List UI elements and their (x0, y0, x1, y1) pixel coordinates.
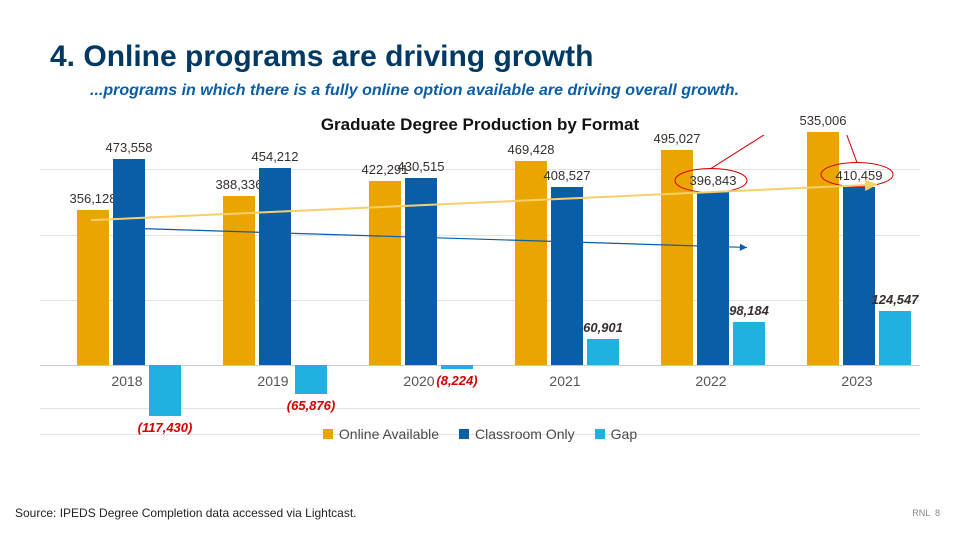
bar-online: 469,428 (515, 161, 547, 365)
footer-page: 8 (935, 508, 940, 518)
legend-online-label: Online Available (339, 426, 439, 442)
legend-gap: Gap (595, 426, 637, 442)
bar-classroom: 454,212 (259, 168, 291, 365)
year-label: 2021 (535, 373, 595, 389)
bar-classroom: 473,558 (113, 159, 145, 365)
legend: Online Available Classroom Only Gap (0, 426, 960, 442)
year-label: 2023 (827, 373, 887, 389)
year-label: 2020 (389, 373, 449, 389)
label-online: 535,006 (783, 113, 863, 128)
label-classroom: 430,515 (381, 159, 461, 174)
slide-subtitle: ...programs in which there is a fully on… (90, 82, 739, 100)
label-online: 469,428 (491, 142, 571, 157)
chart-area: 356,128473,558(117,430)2018388,336454,21… (40, 135, 920, 435)
bar-classroom: 410,459 (843, 187, 875, 365)
footer-brand: RNL (912, 508, 930, 518)
year-label: 2019 (243, 373, 303, 389)
label-gap-neg: (65,876) (271, 398, 351, 413)
swatch-gap (595, 429, 605, 439)
gridline (40, 235, 920, 236)
gridline (40, 300, 920, 301)
label-classroom: 473,558 (89, 140, 169, 155)
legend-classroom-label: Classroom Only (475, 426, 575, 442)
footer: RNL 8 (912, 508, 940, 518)
bar-online: 388,336 (223, 196, 255, 365)
bar-gap: 124,547 (879, 311, 911, 365)
label-classroom: 408,527 (527, 168, 607, 183)
label-classroom: 396,843 (673, 173, 753, 188)
swatch-online (323, 429, 333, 439)
label-gap-pos: 98,184 (709, 303, 789, 318)
slide-title: 4. Online programs are driving growth (50, 40, 593, 74)
label-gap-pos: 124,547 (855, 292, 935, 307)
year-label: 2022 (681, 373, 741, 389)
bar-gap: 60,901 (587, 339, 619, 365)
bar-online: 422,291 (369, 181, 401, 365)
label-gap-pos: 60,901 (563, 320, 643, 335)
bar-classroom: 396,843 (697, 192, 729, 365)
bar-online: 356,128 (77, 210, 109, 365)
bar-classroom: 430,515 (405, 178, 437, 365)
legend-classroom: Classroom Only (459, 426, 575, 442)
swatch-classroom (459, 429, 469, 439)
year-label: 2018 (97, 373, 157, 389)
source-text: Source: IPEDS Degree Completion data acc… (15, 506, 357, 520)
legend-online: Online Available (323, 426, 439, 442)
bar-classroom: 408,527 (551, 187, 583, 365)
bar-gap: 98,184 (733, 322, 765, 365)
gridline (40, 169, 920, 170)
bar-gap: (8,224) (441, 365, 473, 369)
label-classroom: 454,212 (235, 149, 315, 164)
label-online: 495,027 (637, 131, 717, 146)
legend-gap-label: Gap (611, 426, 637, 442)
label-classroom: 410,459 (819, 168, 899, 183)
